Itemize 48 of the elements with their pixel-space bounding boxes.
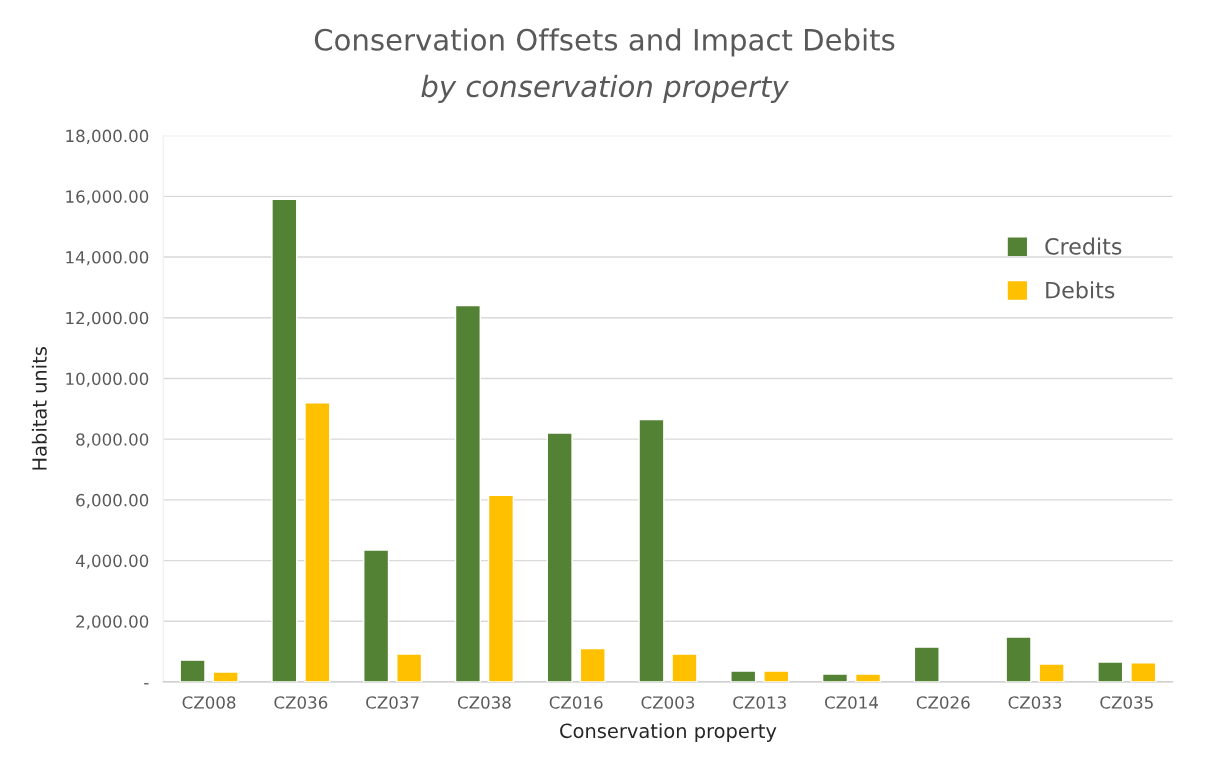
y-tick-label: 14,000.00 [66, 251, 149, 266]
bar [1130, 662, 1157, 682]
y-tick-label: 4,000.00 [75, 554, 149, 569]
bar [179, 659, 206, 682]
y-tick-label: 12,000.00 [66, 311, 149, 327]
x-tick-label: CZ038 [457, 696, 511, 709]
bar [487, 494, 515, 682]
chart-title: Conservation Offsets and Impact Debits [314, 28, 895, 57]
x-tick-label: CZ014 [825, 696, 879, 709]
bar [730, 670, 757, 682]
x-tick-label: CZ033 [1008, 696, 1062, 709]
legend-label: Debits [1046, 281, 1115, 299]
x-tick-label: CZ013 [733, 696, 786, 709]
y-tick-label: 10,000.00 [66, 372, 149, 387]
bar [638, 418, 665, 682]
bar [363, 549, 390, 682]
y-tick-label: 6,000.00 [76, 493, 149, 509]
bar [304, 402, 331, 682]
bar [454, 304, 481, 682]
y-tick-label: 16,000.00 [66, 190, 149, 205]
bar [396, 653, 423, 682]
x-tick-label: CZ035 [1100, 696, 1153, 709]
y-tick-label: 8,000.00 [76, 433, 149, 448]
x-axis-title: Conservation property [560, 723, 777, 742]
y-tick-label: - [144, 683, 149, 685]
bar [1097, 661, 1124, 682]
chart-subtitle: by conservation property [421, 74, 789, 103]
y-axis-title: Habitat units [31, 347, 47, 470]
x-tick-label: CZ008 [182, 696, 236, 709]
bar [763, 670, 790, 682]
x-tick-label: CZ003 [641, 696, 695, 709]
x-tick-label: CZ037 [366, 696, 419, 709]
bar [1005, 636, 1032, 682]
y-tick-label: 2,000.00 [76, 615, 149, 630]
bar [821, 673, 849, 682]
bar [271, 198, 298, 682]
x-tick-label: CZ026 [916, 696, 970, 709]
bar [1038, 663, 1065, 682]
x-tick-label: CZ016 [549, 696, 603, 709]
bar [546, 432, 573, 682]
bar [212, 671, 239, 682]
bar [913, 646, 940, 682]
bar [671, 653, 698, 682]
bar [579, 647, 606, 682]
y-tick-label: 18,000.00 [66, 129, 149, 144]
legend-label: Credits [1045, 237, 1122, 255]
x-tick-label: CZ036 [274, 696, 328, 709]
bar [854, 673, 882, 682]
